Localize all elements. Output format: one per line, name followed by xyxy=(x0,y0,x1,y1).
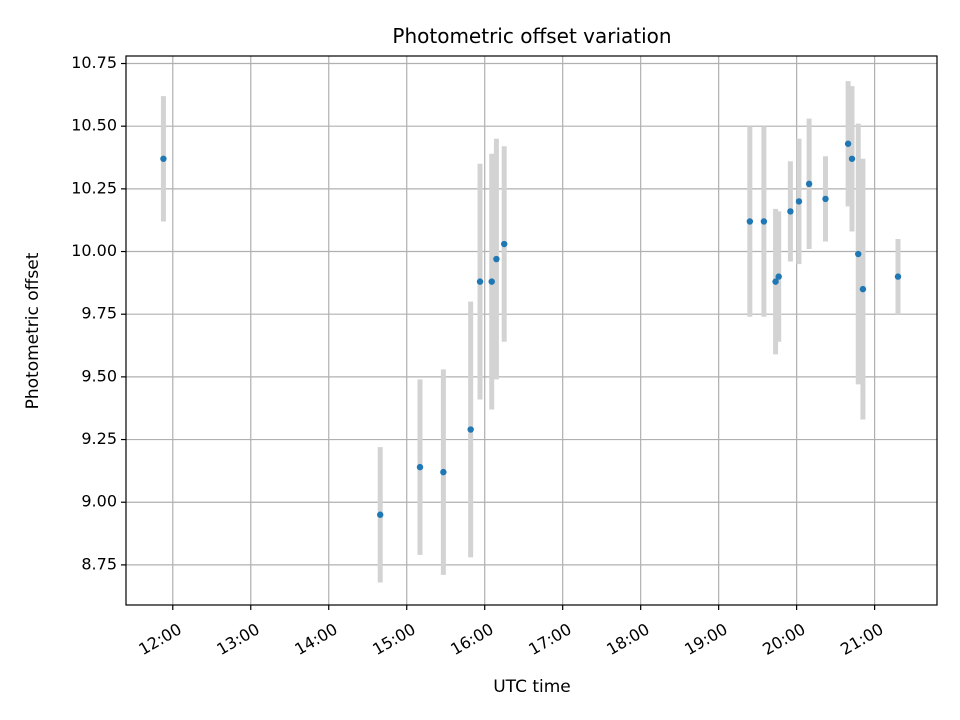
plot-frame xyxy=(125,55,938,606)
data-point xyxy=(795,198,803,205)
y-tick-label: 9.00 xyxy=(81,492,117,511)
data-point xyxy=(416,463,424,471)
data-point xyxy=(760,218,768,225)
data-point xyxy=(377,511,384,518)
data-point xyxy=(440,468,447,476)
chart-title: Photometric offset variation xyxy=(392,24,671,48)
data-point xyxy=(844,140,852,147)
data-point xyxy=(848,155,856,162)
data-point xyxy=(493,255,500,263)
data-point xyxy=(476,278,484,285)
data-point xyxy=(775,273,782,280)
y-tick-label: 8.75 xyxy=(81,554,117,573)
data-point xyxy=(467,426,474,433)
y-tick-label: 10.50 xyxy=(71,116,117,135)
y-tick-label: 9.50 xyxy=(81,366,117,385)
data-point xyxy=(746,218,754,225)
y-tick-label: 10.25 xyxy=(71,178,117,197)
data-point xyxy=(488,278,495,285)
y-axis-title: Photometric offset xyxy=(23,252,43,409)
data-point xyxy=(787,208,794,215)
y-tick-label: 10.00 xyxy=(71,241,117,260)
x-axis-title: UTC time xyxy=(493,677,571,697)
data-point xyxy=(859,285,867,293)
data-point xyxy=(894,273,902,280)
data-point xyxy=(805,180,813,188)
data-point xyxy=(160,155,167,162)
y-tick-label: 9.25 xyxy=(81,429,117,448)
data-point xyxy=(501,240,508,248)
data-point xyxy=(822,195,829,203)
data-point xyxy=(855,250,862,258)
y-tick-label: 9.75 xyxy=(81,304,117,323)
y-tick-label: 10.75 xyxy=(71,53,117,72)
data-points xyxy=(160,140,902,518)
data-point xyxy=(772,278,779,285)
